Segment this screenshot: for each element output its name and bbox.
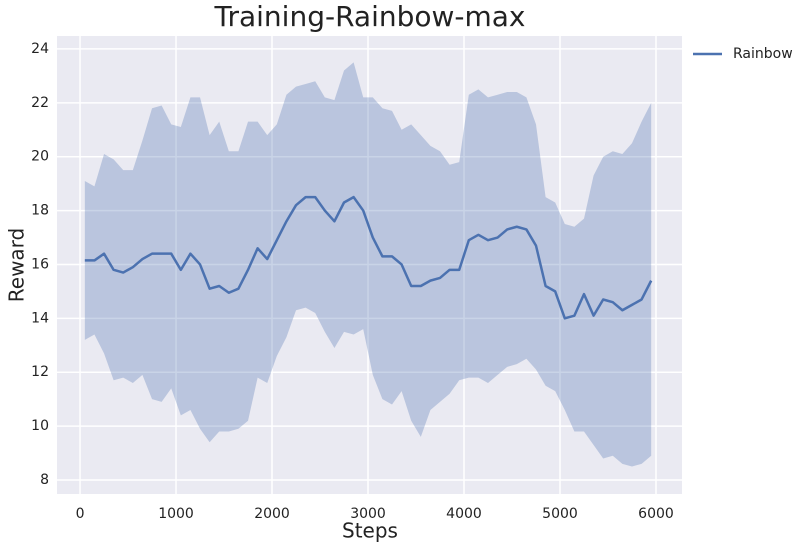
y-tick-label: 12 [31, 364, 49, 380]
y-tick-label: 18 [31, 203, 49, 219]
x-tick-label: 5000 [542, 506, 578, 522]
x-tick-label: 3000 [350, 506, 386, 522]
legend-label: Rainbow [733, 46, 793, 62]
y-tick-label: 20 [31, 149, 49, 165]
chart-title: Training-Rainbow-max [213, 0, 525, 33]
x-tick-label: 1000 [158, 506, 194, 522]
confidence-band [84, 62, 652, 467]
y-tick-label: 14 [31, 310, 49, 326]
y-tick-label: 22 [31, 95, 49, 111]
x-axis-label: Steps [342, 519, 398, 543]
line [84, 195, 653, 320]
x-tick-label: 6000 [638, 506, 674, 522]
y-tick-label: 8 [40, 472, 49, 488]
y-tick-label: 16 [31, 256, 49, 272]
y-axis-label: Reward [5, 228, 29, 302]
x-tick-label: 4000 [446, 506, 482, 522]
y-tick-label: 24 [31, 41, 49, 57]
y-tick-label: 10 [31, 418, 49, 434]
x-tick-label: 0 [76, 506, 85, 522]
x-tick-label: 2000 [254, 506, 290, 522]
